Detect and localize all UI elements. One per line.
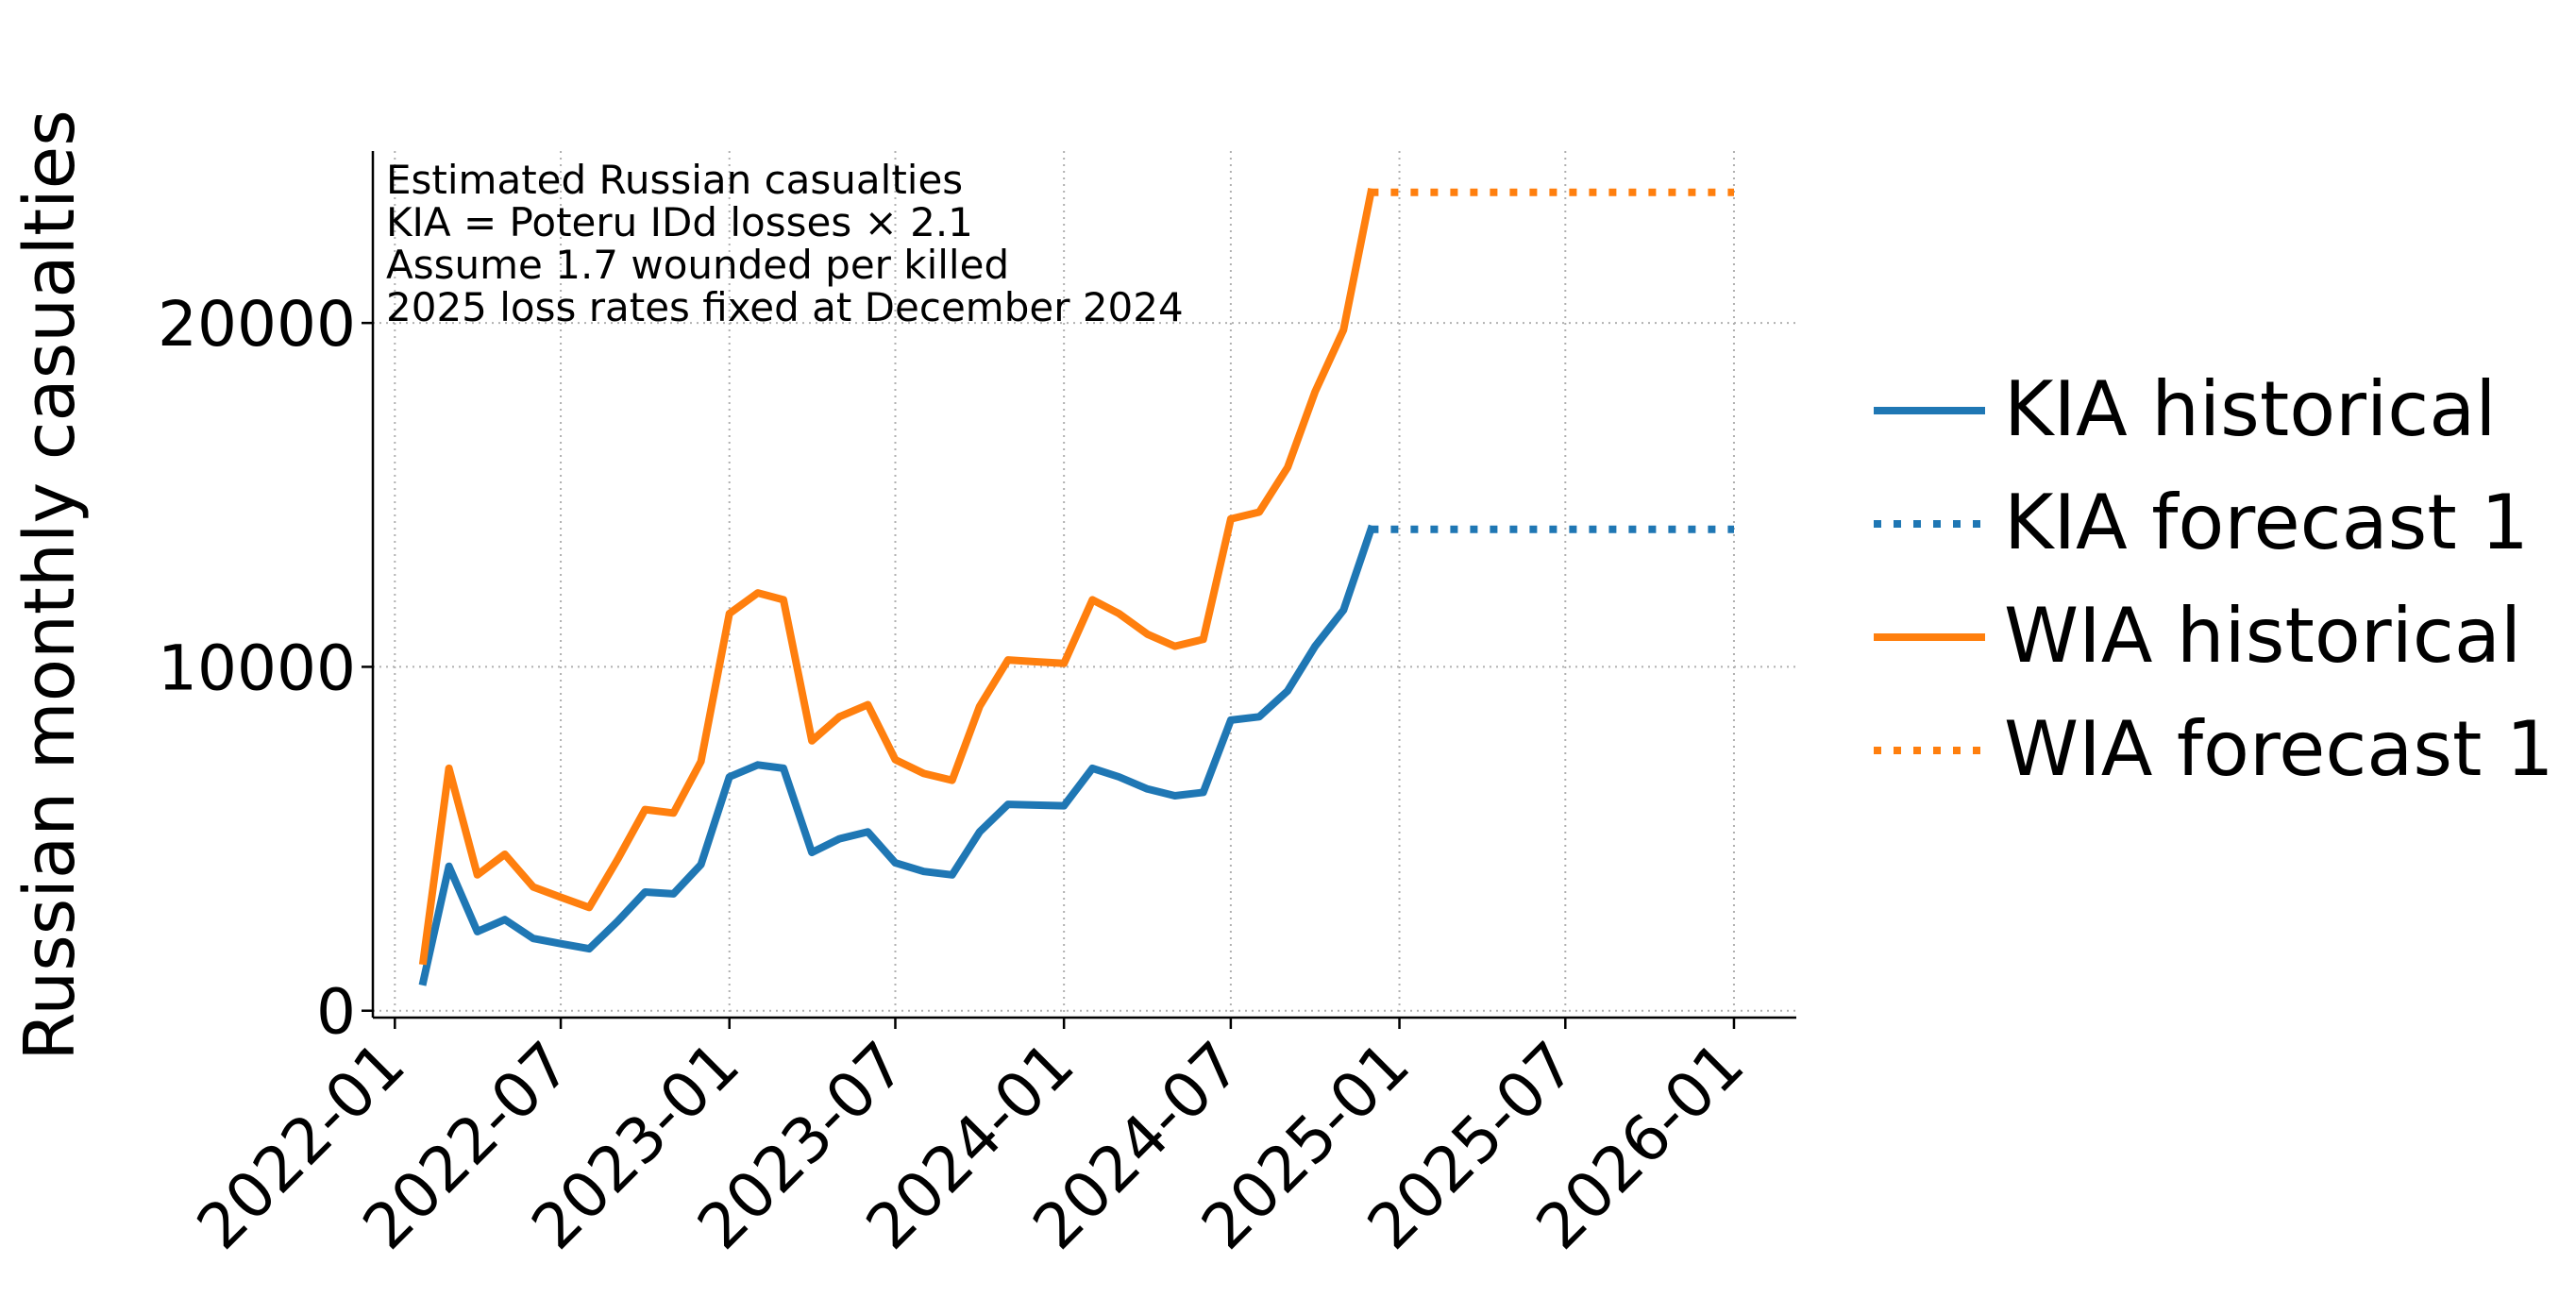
legend: KIA historical KIA forecast 1 WIA historic…: [1874, 365, 2554, 793]
y-ticks: 0 10000 20000: [158, 288, 373, 1049]
annotation-line: KIA = Poteru IDd losses × 2.1: [386, 199, 973, 245]
legend-label: WIA forecast 1: [2004, 705, 2554, 793]
y-tick-label: 20000: [158, 288, 356, 361]
y-tick-label: 10000: [158, 632, 356, 704]
annotation-line: Estimated Russian casualties: [386, 157, 963, 203]
legend-label: KIA historical: [2004, 365, 2496, 453]
series: [418, 187, 1734, 986]
axes: [371, 151, 1796, 1019]
annotation-line: Assume 1.7 wounded per killed: [386, 242, 1009, 288]
annotation-line: 2025 loss rates fixed at December 2024: [386, 284, 1184, 330]
legend-label: WIA historical: [2004, 592, 2521, 680]
legend-label: KIA forecast 1: [2004, 479, 2529, 566]
grid: [373, 151, 1796, 1018]
series-line-kia-historical: [418, 524, 1376, 986]
y-tick-label: 0: [316, 976, 356, 1049]
x-ticks: 2022-012022-072023-012023-072024-012024-…: [183, 1018, 1758, 1263]
series-line-wia-historical: [418, 187, 1376, 966]
y-axis-label: Russian monthly casualties: [9, 110, 91, 1061]
